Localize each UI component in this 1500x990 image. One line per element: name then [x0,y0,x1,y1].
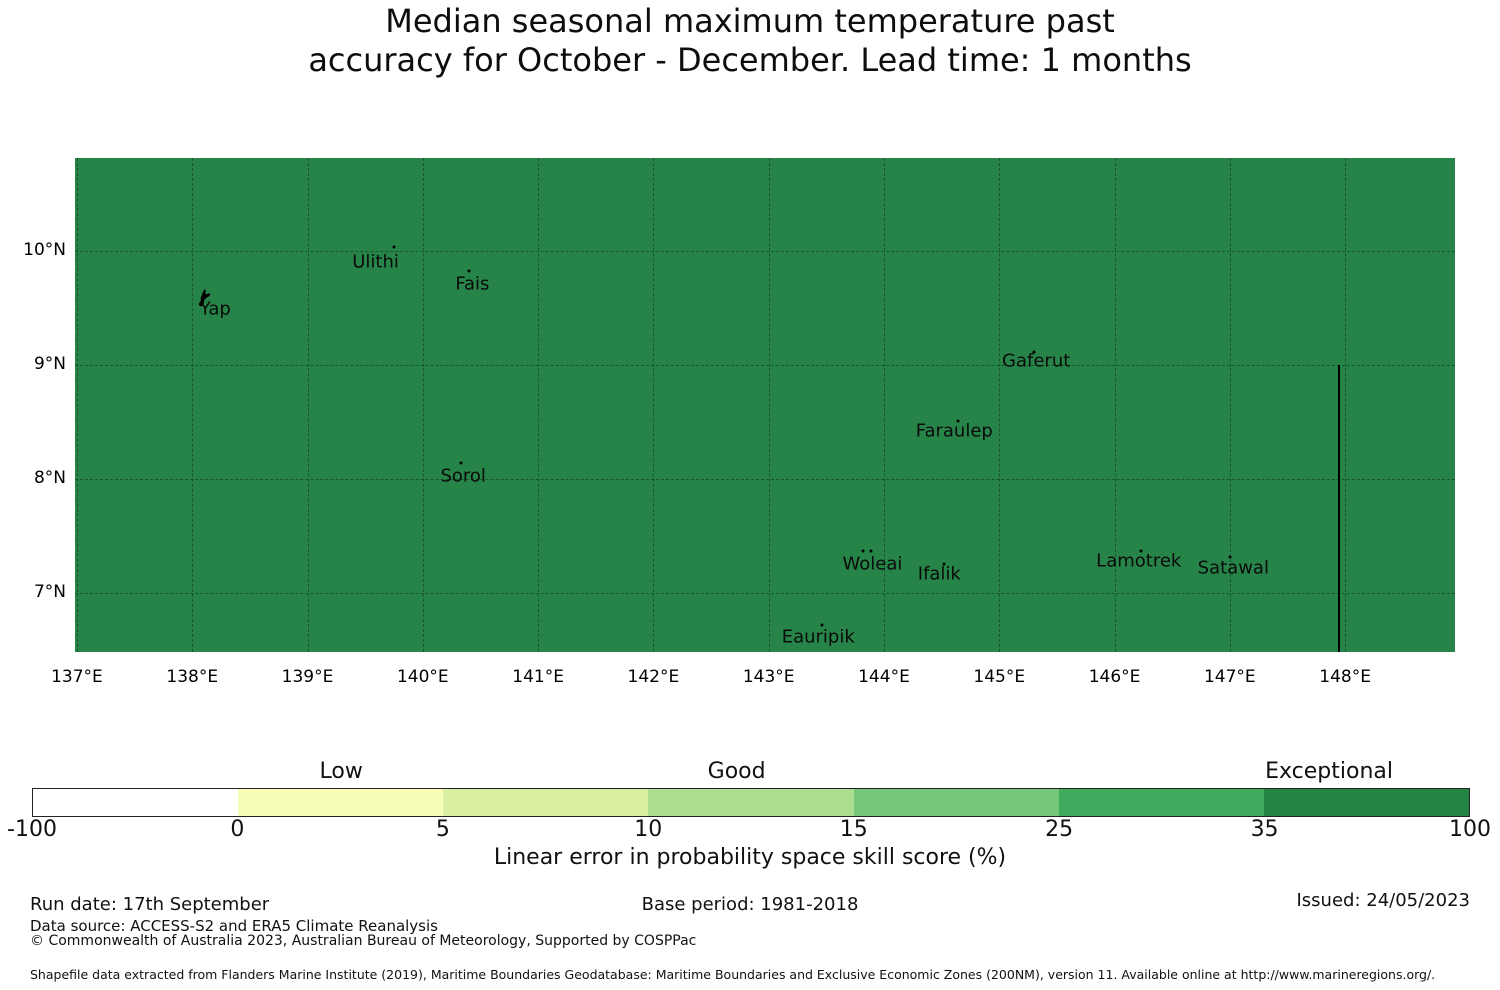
colorbar [32,788,1470,817]
colorbar-segment [648,789,854,816]
island-label: Lamotrek [1096,550,1182,572]
y-axis-tick-label: 10°N [23,239,66,260]
colorbar-segment [33,789,239,816]
x-axis-tick-label: 142°E [627,667,680,687]
longitude-gridline [768,158,770,652]
map-area: Yap Ulithi Fais Sorol Gaferut Faraulep Woleai I… [75,158,1455,652]
island-marker-dot [459,461,463,465]
island-marker-dot [820,623,824,627]
island-marker-dot [942,562,946,566]
longitude-gridline [307,158,309,652]
y-axis-tick-label: 7°N [33,582,66,603]
colorbar-tick-label: 5 [435,817,450,842]
latitude-gridline [75,479,1455,481]
island-marker-dot [1139,549,1143,553]
longitude-gridline [1345,158,1347,652]
island-marker-dot [861,549,865,553]
x-axis-tick-label: 139°E [281,667,334,687]
y-axis-tick-label: 8°N [33,468,66,489]
island-marker-dot [869,549,873,553]
maritime-boundary-line [1338,364,1341,652]
x-axis-tick-label: 148°E [1319,667,1371,687]
longitude-gridline [653,158,655,652]
island-label: Yap [199,298,231,320]
colorbar-segment [1058,789,1264,816]
latitude-gridline [75,593,1455,595]
longitude-gridline [192,158,194,652]
island-marker-dot [392,245,396,249]
yap-island-shape [196,288,214,312]
x-axis-tick-label: 138°E [166,667,219,687]
longitude-gridline [1114,158,1116,652]
island-marker-dot [956,419,960,423]
colorbar-segment [853,789,1059,816]
island-label: Faraulep [915,420,993,442]
island-label: Woleai [842,553,903,575]
base-period-text: Base period: 1981-2018 [641,894,859,915]
longitude-gridline [1229,158,1231,652]
shapefile-attribution-text: Shapefile data extracted from Flanders M… [30,967,1436,982]
colorbar-caption: Linear error in probability space skill … [493,845,1007,870]
longitude-gridline [76,158,78,652]
island-marker-dot [1032,350,1036,354]
colorbar-tick-label: 35 [1250,817,1279,842]
colorbar-segment [1263,789,1469,816]
island-marker-dot [467,269,471,273]
figure-title-line1: Median seasonal maximum temperature past [385,2,1115,40]
colorbar-tick-label: -100 [7,817,57,842]
figure-title-line2: accuracy for October - December. Lead ti… [308,41,1192,79]
island-label: Ulithi [352,251,399,273]
colorbar-category-label: Good [707,759,766,784]
figure-title: Median seasonal maximum temperature past… [0,2,1500,80]
x-axis-tick-label: 147°E [1203,667,1256,687]
x-axis-tick-label: 137°E [51,667,103,687]
x-axis-tick-label: 141°E [512,667,564,687]
colorbar-tick-label: 0 [230,817,245,842]
colorbar-tick-label: 100 [1449,817,1491,842]
x-axis-tick-label: 146°E [1088,667,1141,687]
island-label: Gaferut [1002,350,1071,372]
y-axis-tick-label: 9°N [33,353,66,374]
x-axis-tick-label: 143°E [742,667,795,687]
run-date-text: Run date: 17th September [30,894,270,915]
latitude-gridline [75,250,1455,252]
island-label: Ifalik [917,563,961,585]
colorbar-segment [443,789,649,816]
longitude-gridline [538,158,540,652]
colorbar-tick-label: 25 [1045,817,1074,842]
copyright-text: © Commonwealth of Australia 2023, Austra… [30,933,697,949]
island-label: Fais [455,273,490,295]
longitude-gridline [999,158,1001,652]
issued-date-text: Issued: 24/05/2023 [1296,890,1470,911]
island-label: Satawal [1197,557,1269,579]
longitude-gridline [883,158,885,652]
longitude-gridline [422,158,424,652]
island-label: Sorol [440,465,486,487]
x-axis-tick-label: 145°E [973,667,1026,687]
island-label: Eauripik [781,626,855,648]
colorbar-segment [238,789,444,816]
data-source-text: Data source: ACCESS-S2 and ERA5 Climate … [30,917,438,935]
x-axis-tick-label: 140°E [396,667,449,687]
colorbar-category-label: Low [319,759,363,784]
colorbar-tick-label: 15 [839,817,868,842]
colorbar-category-label: Exceptional [1265,759,1393,784]
x-axis-tick-label: 144°E [858,667,910,687]
latitude-gridline [75,364,1455,366]
island-marker-dot [1228,555,1232,559]
colorbar-tick-label: 10 [634,817,663,842]
